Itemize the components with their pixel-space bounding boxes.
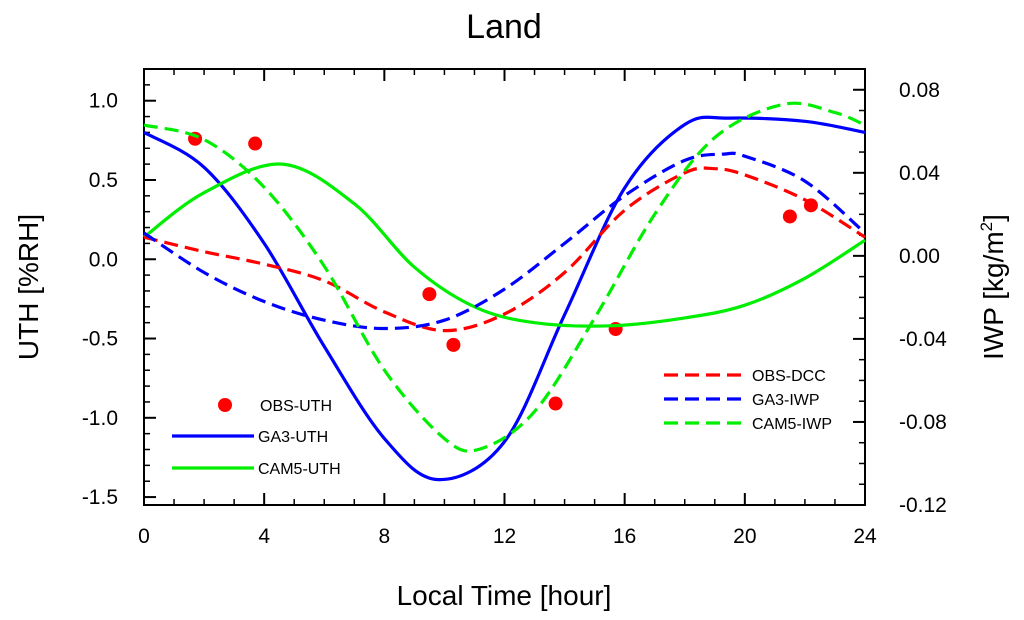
y-right-tick-label: -0.12 [899, 494, 947, 517]
legend-label-obs-dcc: OBS-DCC [752, 368, 826, 385]
y-right-tick-label: -0.04 [899, 328, 947, 351]
y-axis-label-right: IWP [kg/m2] [977, 214, 1009, 360]
series-line-cam5-iwp [143, 101, 866, 453]
y-axis-label-right-sup: 2 [977, 222, 996, 231]
series-line-cam5-uth [143, 162, 866, 328]
y-left-tick-label: 0.5 [89, 169, 118, 192]
y-axis-label-right-prefix: IWP [kg/m [978, 231, 1009, 360]
legend-layer: OBS-UTH GA3-UTH CAM5-UTH OBS-DCC GA3-IWP CAM5… [172, 368, 832, 478]
x-tick-label: 4 [258, 525, 270, 548]
legend-label-ga3-uth: GA3-UTH [258, 429, 328, 446]
y-right-tick-label: -0.08 [899, 411, 947, 434]
y-right-tick-label: 0.04 [899, 162, 940, 185]
legend-marker-obs-uth [218, 398, 232, 412]
point-obs-uth [248, 136, 263, 151]
legend-label-ga3-iwp: GA3-IWP [752, 392, 820, 409]
series-line-ga3-iwp [143, 151, 867, 331]
x-tick-label: 20 [733, 525, 756, 548]
x-tick-label: 16 [613, 525, 636, 548]
y-left-tick-label: 1.0 [89, 90, 118, 113]
y-left-tick-label: -1.5 [82, 486, 118, 509]
x-tick-label: 12 [493, 525, 516, 548]
y-right-tick-label: 0.08 [899, 79, 940, 102]
point-obs-uth [446, 337, 461, 352]
y-right-tick-label: 0.00 [899, 245, 940, 268]
point-obs-uth [422, 287, 437, 302]
x-tick-label: 8 [378, 525, 390, 548]
y-left-tick-label: -1.0 [82, 407, 118, 430]
y-left-tick-label: 0.0 [89, 248, 118, 271]
chart-title: Land [466, 8, 542, 46]
series-line-obs-dcc [143, 166, 866, 333]
x-tick-label: 0 [138, 525, 150, 548]
point-obs-uth [548, 396, 563, 411]
y-axis-label-left: UTH [%RH] [13, 214, 44, 360]
y-left-tick-label: -0.5 [82, 328, 118, 351]
legend-label-cam5-uth: CAM5-UTH [258, 461, 341, 478]
ticks-layer: 0 4 8 12 16 20 24 1.0 0.5 0.0 -0.5 -1.0 -1.5 0.08 0.04… [82, 68, 947, 548]
legend-label-cam5-iwp: CAM5-IWP [752, 416, 832, 433]
series-line-ga3-uth [143, 115, 866, 482]
x-tick-label: 24 [853, 525, 877, 548]
point-obs-uth [782, 209, 797, 224]
x-axis-label: Local Time [hour] [397, 580, 612, 611]
y-axis-label-right-suffix: ] [978, 214, 1009, 222]
series-layer [143, 101, 867, 482]
legend-label-obs-uth: OBS-UTH [260, 398, 332, 415]
